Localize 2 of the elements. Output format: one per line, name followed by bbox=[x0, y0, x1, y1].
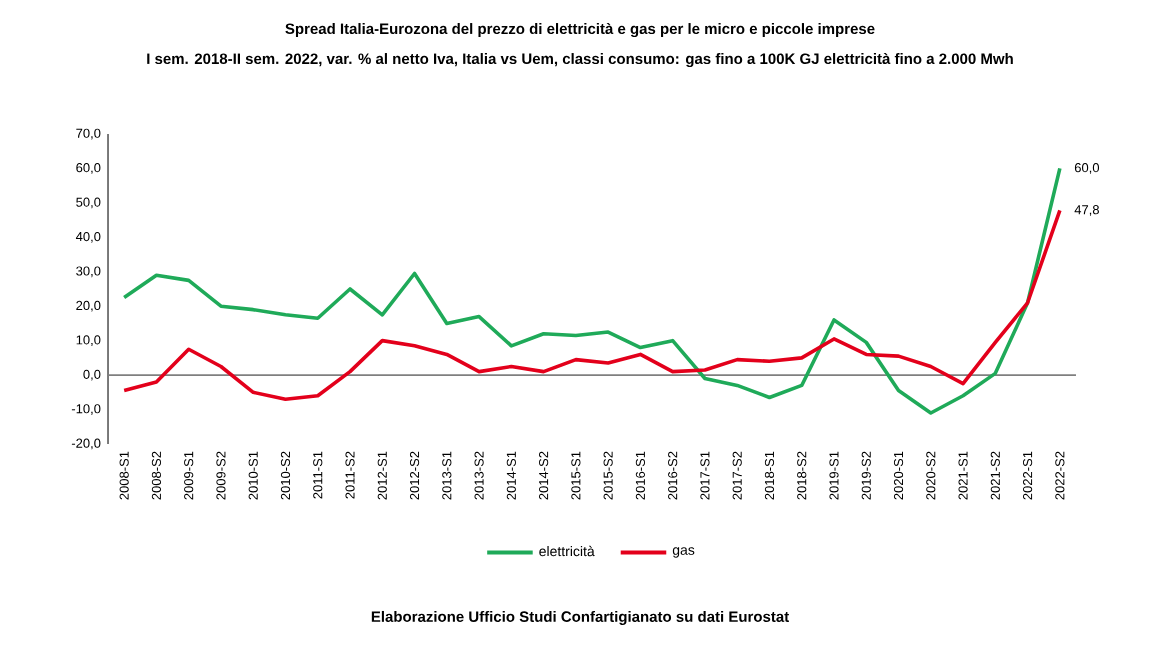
line-series bbox=[122, 208, 1062, 401]
line-series bbox=[122, 166, 1062, 415]
